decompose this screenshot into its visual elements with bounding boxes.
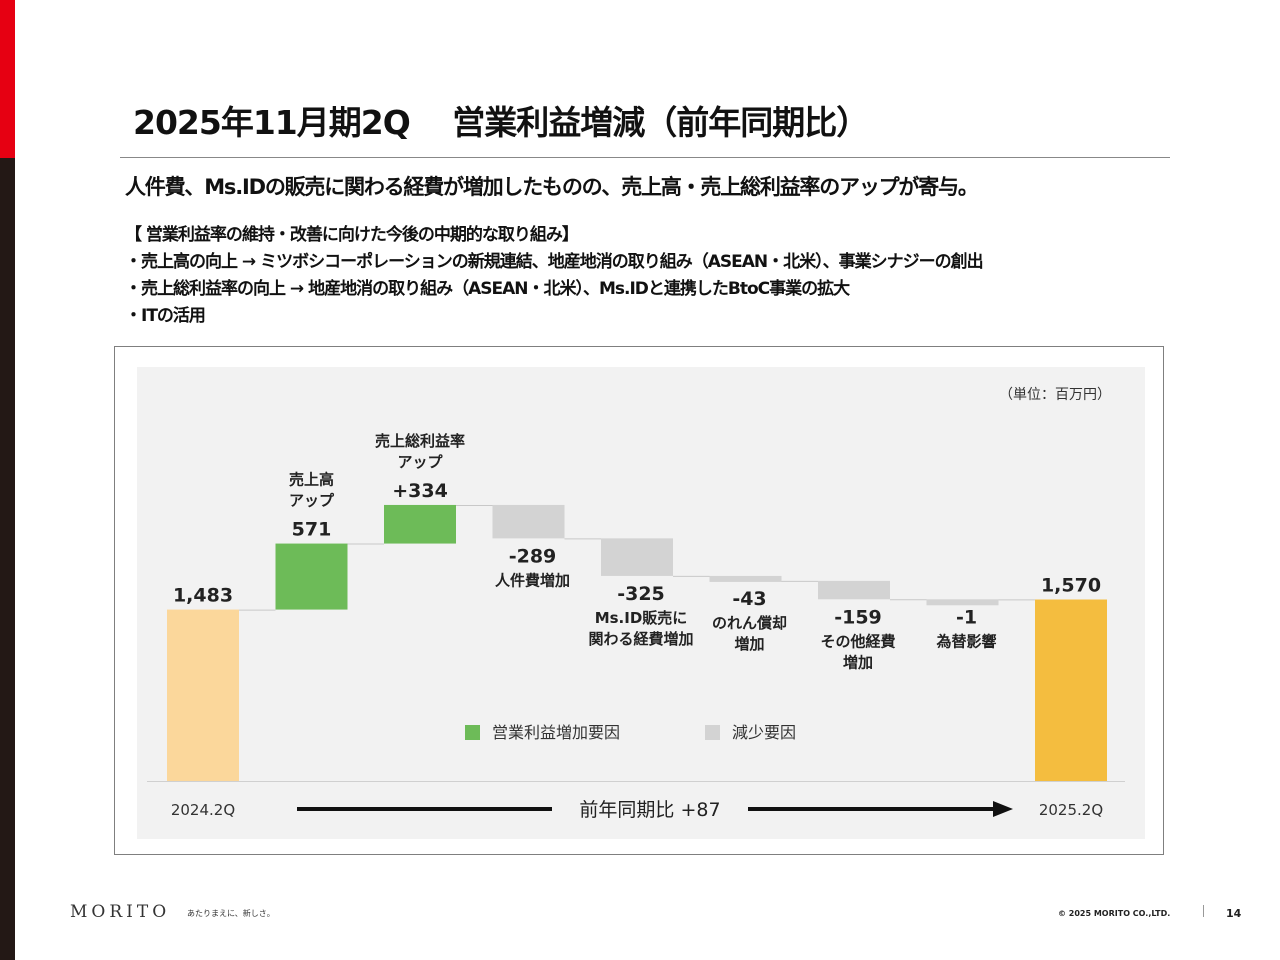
- category-label: アップ: [397, 453, 443, 471]
- bar-6: [709, 575, 782, 582]
- category-label: 売上高: [289, 471, 334, 489]
- category-label: のれん償却: [712, 614, 787, 632]
- accent-bar-red: [0, 0, 15, 158]
- category-label: 為替影響: [935, 632, 996, 650]
- value-label: -43: [732, 588, 766, 610]
- category-label: アップ: [289, 492, 335, 510]
- bar-9: [1035, 599, 1107, 781]
- bar-2: [275, 543, 348, 610]
- value-label: 1,570: [1041, 575, 1101, 597]
- chart-frame: 1,483 2024.2Q 571 売上高 アップ +334 売上総利益率 アップ -289 人件…: [114, 346, 1164, 855]
- company-tagline: あたりまえに、新しさ。: [187, 909, 275, 918]
- axis-label: 2024.2Q: [171, 801, 235, 819]
- bar-5: [601, 538, 673, 576]
- initiative-item: ・ITの活用: [125, 306, 206, 326]
- footer-divider: [1203, 905, 1204, 917]
- category-label: 関わる経費増加: [588, 630, 693, 648]
- category-label: 増加: [734, 635, 764, 653]
- initiative-item: ・売上総利益率の向上 → 地産地消の取り組み（ASEAN・北米）、Ms.IDと連…: [125, 279, 850, 299]
- category-label: 人件費増加: [495, 571, 570, 589]
- legend-swatch: [465, 725, 480, 740]
- bar-3: [384, 504, 456, 544]
- initiatives-heading: 【 営業利益率の維持・改善に向けた今後の中期的な取り組み】: [125, 225, 579, 245]
- category-label: その他経費: [820, 632, 895, 650]
- page-title: 2025年11月期2Q 営業利益増減（前年同期比）: [133, 103, 869, 142]
- bar-1: [167, 609, 239, 781]
- value-label: 1,483: [173, 585, 233, 607]
- category-label: 売上総利益率: [375, 432, 465, 450]
- bar-8: [926, 599, 999, 606]
- value-label: 571: [292, 519, 332, 541]
- legend-swatch: [705, 725, 720, 740]
- value-label: +334: [392, 480, 448, 502]
- unit-note: （単位：百万円）: [999, 387, 1111, 403]
- company-logo: MORITO: [70, 902, 171, 922]
- page-subtitle: 人件費、Ms.IDの販売に関わる経費が増加したものの、売上高・売上総利益率のアッ…: [125, 175, 979, 199]
- initiative-item: ・売上高の向上 → ミツボシコーポレーションの新規連結、地産地消の取り組み（AS…: [125, 252, 984, 272]
- accent-bar-dark: [0, 158, 15, 960]
- value-label: -159: [834, 606, 882, 628]
- bar-4: [492, 504, 565, 539]
- value-label: -1: [956, 606, 977, 628]
- page-number: 14: [1226, 907, 1242, 920]
- bar-7: [818, 580, 890, 600]
- legend-label: 営業利益増加要因: [492, 723, 620, 742]
- copyright-text: © 2025 MORITO CO.,LTD.: [1058, 909, 1171, 918]
- yoy-label: 前年同期比 +87: [579, 799, 720, 821]
- category-label: Ms.ID販売に: [595, 609, 688, 627]
- value-label: -325: [617, 583, 665, 605]
- title-divider: [120, 157, 1170, 158]
- value-label: -289: [509, 545, 557, 567]
- yoy-arrowhead: [993, 801, 1013, 817]
- initiatives-list: 【 営業利益率の維持・改善に向けた今後の中期的な取り組み】 ・売上高の向上 → …: [125, 222, 984, 330]
- axis-label: 2025.2Q: [1039, 801, 1103, 819]
- legend-label: 減少要因: [732, 723, 796, 742]
- category-label: 増加: [843, 653, 873, 671]
